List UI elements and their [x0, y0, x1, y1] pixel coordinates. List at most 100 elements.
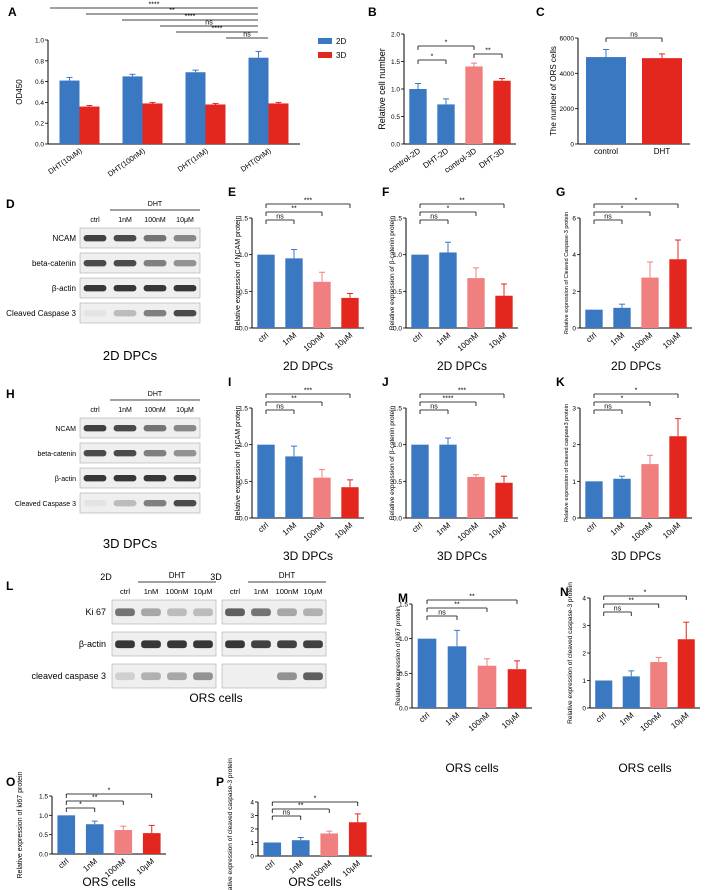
x-tick-label: DHT-3D [477, 146, 506, 170]
bar [313, 477, 331, 518]
lane-label: 1nM [118, 217, 132, 224]
chart-caption: 2D DPCs [611, 359, 661, 373]
bar [285, 456, 303, 518]
blot-band [167, 640, 187, 649]
y-tick-label: 4 [572, 252, 576, 259]
lane-label: 1nM [144, 587, 159, 596]
y-tick-label: 0.5 [391, 114, 400, 121]
y-tick-label: 0.4 [35, 100, 44, 107]
blot-band [193, 608, 213, 617]
blot-band [83, 450, 107, 457]
x-tick-label: ctrl [256, 330, 270, 344]
y-tick-label: 0 [570, 142, 574, 149]
blot-band [83, 500, 107, 507]
y-tick-label: 1.5 [39, 794, 48, 801]
bar [57, 815, 76, 854]
legend: 2D 3D [318, 37, 346, 60]
significance-label: * [447, 206, 450, 213]
x-tick-label: ctrl [417, 710, 431, 724]
x-tick-label: 10μM [669, 710, 690, 730]
x-tick-label: 10μM [341, 858, 362, 878]
y-tick-label: 1.0 [393, 252, 402, 259]
significance-label: ns [430, 404, 438, 411]
bar [439, 252, 457, 328]
y-tick-label: 0 [572, 516, 576, 523]
y-tick-label: 1.0 [393, 442, 402, 449]
y-tick-label: 1 [250, 840, 254, 847]
significance-label: * [79, 802, 82, 809]
significance-label: *** [304, 198, 312, 205]
lane-label: ctrl [230, 587, 240, 596]
lane-label: 1nM [254, 587, 269, 596]
x-tick-label: 1nM [609, 520, 627, 537]
bar [341, 297, 359, 328]
bar [417, 638, 437, 708]
blot-D: D DHT ctrl 1nM 100nM 10μM NCAM beta-catenin β-ac… [6, 197, 201, 363]
blot-band [113, 285, 137, 292]
blot-band [173, 475, 197, 482]
y-tick-label: 1.0 [391, 87, 400, 94]
chart-caption: 3D DPCs [437, 549, 487, 563]
blot-band [303, 672, 323, 681]
blot-row-label: beta-catenin [37, 451, 76, 458]
significance-label: ns [438, 610, 446, 617]
lane-label: ctrl [90, 407, 100, 414]
panel-label: E [228, 185, 236, 199]
lane-label: ctrl [120, 587, 130, 596]
bar [185, 72, 206, 144]
significance-label: *** [304, 388, 312, 395]
bar [669, 436, 687, 518]
lane-label: 10μM [194, 587, 213, 596]
x-tick-label: 10μM [333, 330, 354, 350]
chart-caption: 2D DPCs [283, 359, 333, 373]
panel-label: K [556, 375, 565, 389]
blot-band [173, 310, 197, 317]
bar [585, 309, 603, 328]
bar [467, 278, 485, 328]
significance-label: ** [629, 598, 635, 605]
lane-label: 10μM [176, 407, 194, 414]
y-tick-label: 2 [572, 442, 576, 449]
bar [257, 444, 275, 518]
significance-label: ** [291, 206, 297, 213]
blot-band [303, 608, 323, 617]
bar [248, 57, 269, 144]
bar [142, 833, 161, 854]
blot-band [143, 425, 167, 432]
blot-band [83, 235, 107, 242]
y-tick-label: 1.5 [399, 602, 408, 609]
significance-label: ** [169, 8, 175, 15]
y-tick-label: 2 [582, 651, 586, 658]
significance-label: ns [283, 810, 291, 817]
x-tick-label: ctrl [263, 858, 277, 872]
treatment-group-label: DHT [148, 391, 163, 398]
blot-strip [79, 277, 201, 299]
panel-label: F [382, 185, 389, 199]
x-tick-label: 100nM [639, 710, 664, 733]
significance-label: ns [205, 20, 213, 27]
significance-label: * [314, 796, 317, 803]
blot-band [113, 260, 137, 267]
y-tick-label: 0 [582, 706, 586, 713]
bar [650, 662, 668, 708]
y-tick-label: 0.0 [393, 516, 402, 523]
bar [348, 822, 367, 856]
blot-row-label: Cleaved Caspase 3 [15, 501, 76, 508]
x-tick-label: ctrl [584, 330, 598, 344]
y-tick-label: 1.0 [35, 38, 44, 45]
x-tick-label: 100nM [456, 330, 481, 353]
x-tick-label: 100nM [456, 520, 481, 543]
x-tick-label: ctrl [256, 520, 270, 534]
significance-label: ** [291, 396, 297, 403]
y-tick-label: 2000 [560, 106, 575, 113]
significance-label: **** [443, 396, 454, 403]
blot-band [113, 310, 137, 317]
y-axis-label: Relative expression of ki67 protein [395, 606, 402, 706]
blot-caption: ORS cells [189, 691, 242, 705]
bar [291, 840, 310, 856]
bar [411, 254, 429, 328]
significance-label: * [108, 788, 111, 795]
bar [257, 254, 275, 328]
y-tick-label: 0.8 [35, 58, 44, 65]
